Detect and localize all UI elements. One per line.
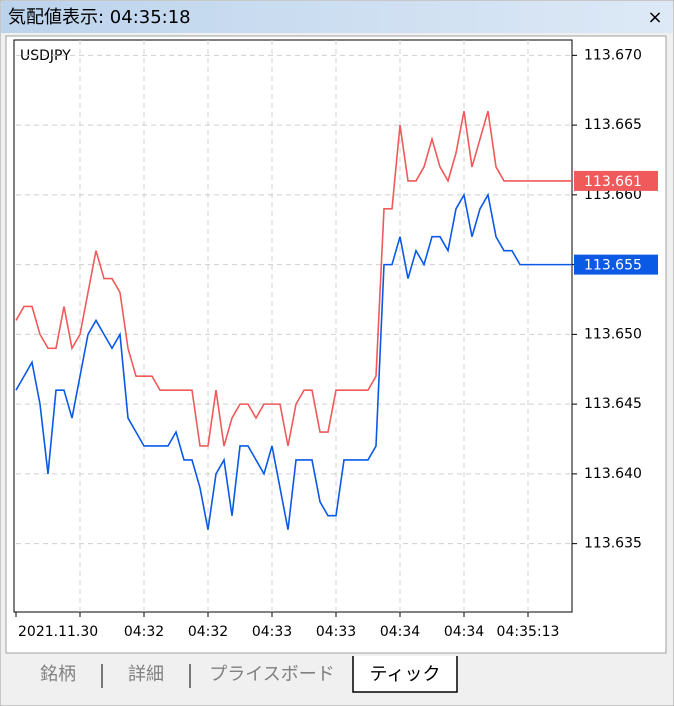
title-bar	[1, 1, 673, 33]
active-tab	[352, 656, 458, 693]
tab[interactable]: プライスボード	[209, 664, 334, 685]
plot-frame	[13, 39, 573, 613]
current-price-box	[574, 170, 658, 191]
price-line	[15, 110, 528, 447]
y-tick-label: 113.640	[584, 466, 642, 482]
x-tick-label: 04:33	[316, 624, 356, 640]
x-tick-label: 04:32	[188, 624, 228, 640]
y-tick-label: 113.645	[584, 396, 642, 412]
y-tick-label: 113.670	[584, 47, 642, 63]
price-line	[15, 192, 528, 530]
tab-bar	[8, 656, 668, 696]
y-tick-label: 113.650	[584, 326, 642, 342]
symbol-label: USDJPY	[20, 48, 71, 64]
x-tick-label: 04:34	[444, 624, 484, 640]
current-price-label: 113.655	[584, 258, 642, 274]
x-tick-label: 04:33	[252, 624, 292, 640]
window-title: 気配値表示: 04:35:18	[8, 7, 191, 28]
current-price-label: 113.661	[584, 174, 642, 190]
x-tick-label: 04:32	[124, 624, 164, 640]
y-tick-label: 113.665	[584, 117, 642, 133]
tab[interactable]: 詳細	[128, 664, 164, 685]
tab[interactable]: 銘柄	[40, 664, 76, 685]
y-tick-label: 113.635	[584, 536, 642, 552]
chart-panel	[5, 35, 667, 654]
x-tick-label: 04:35:13	[497, 624, 560, 640]
x-tick-label: 2021.11.30	[18, 624, 98, 640]
close-button[interactable]: ×	[647, 7, 662, 28]
current-price-box	[574, 254, 658, 275]
tab[interactable]: ティック	[370, 664, 441, 685]
x-tick-label: 04:34	[380, 624, 420, 640]
